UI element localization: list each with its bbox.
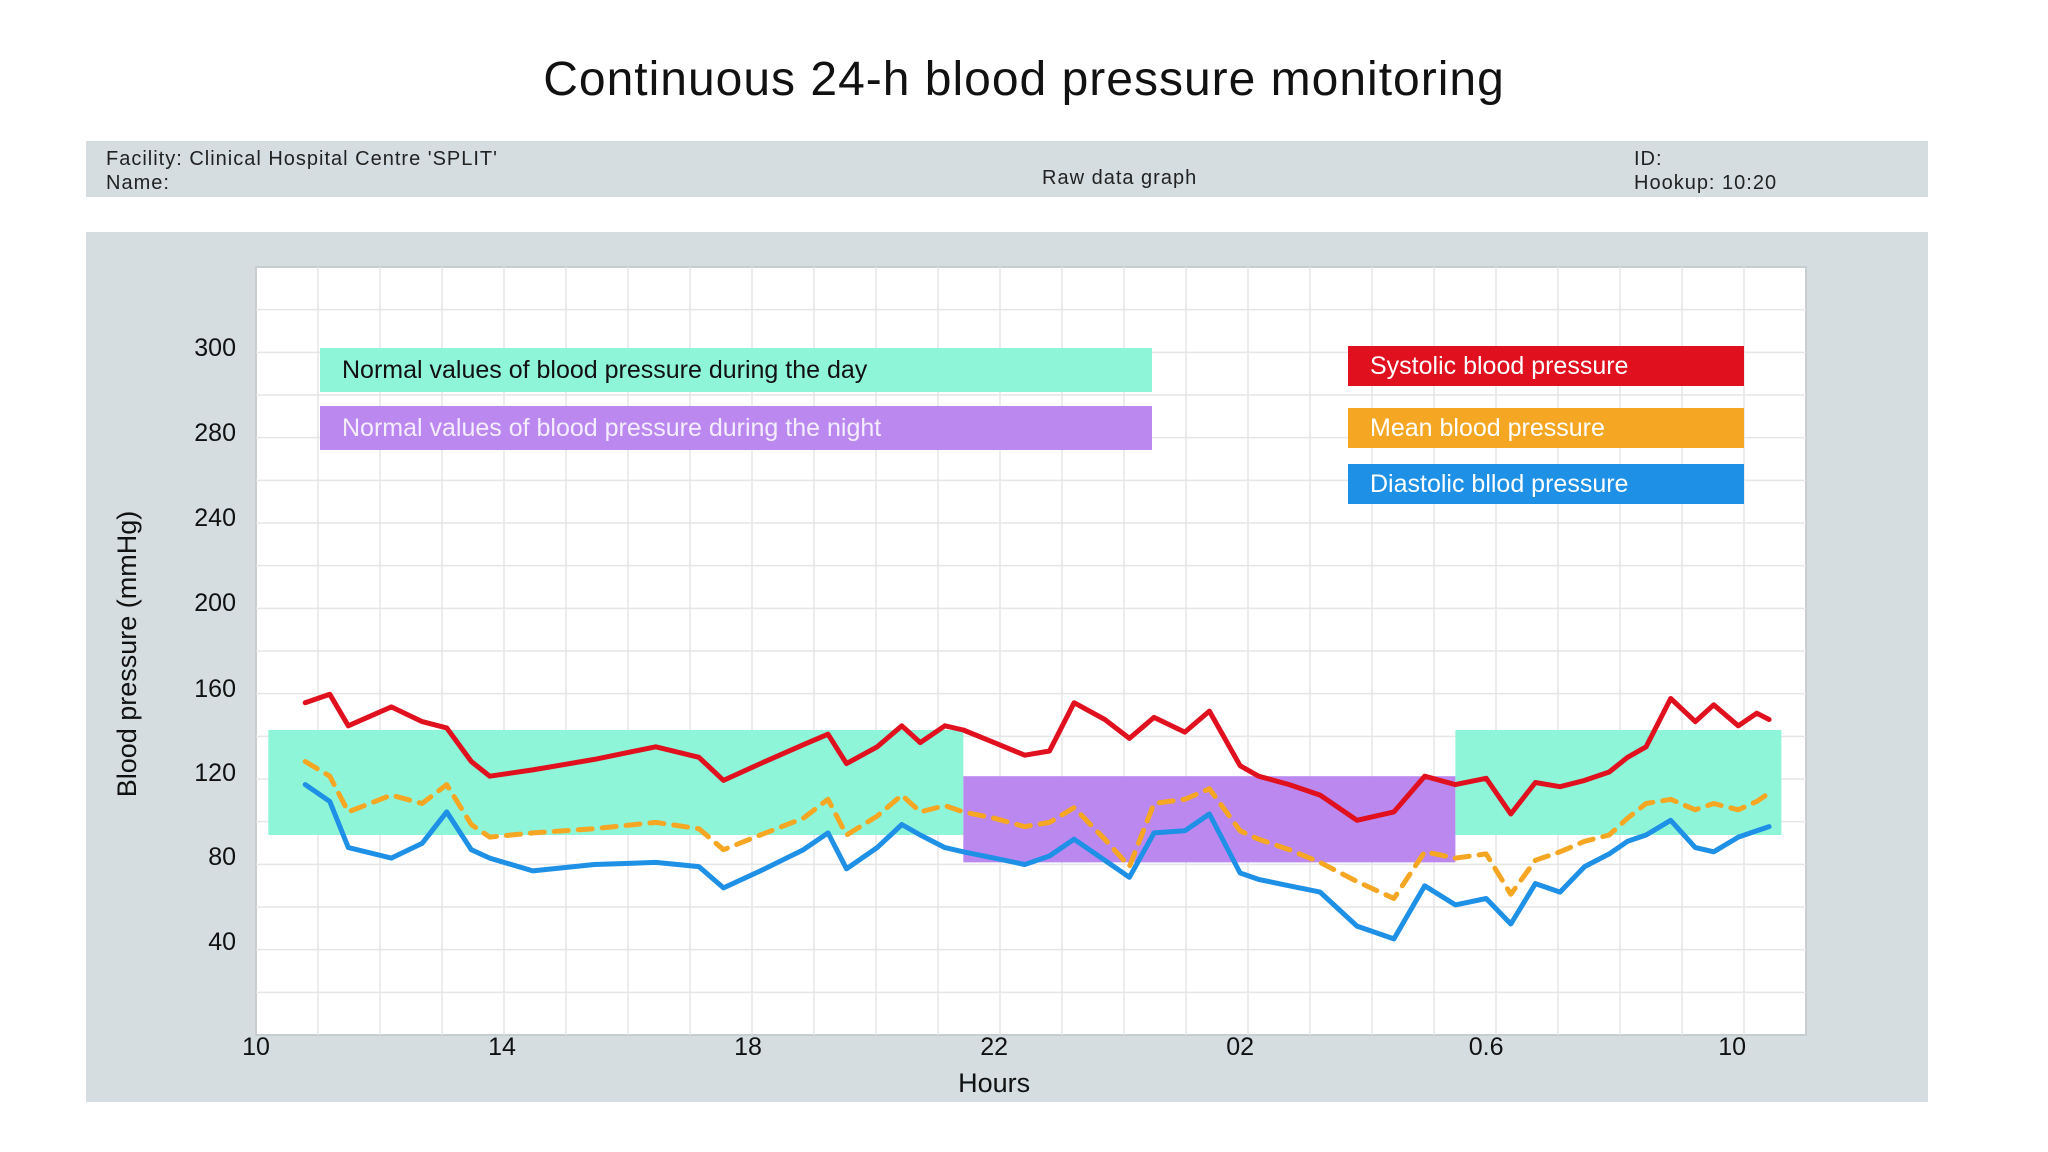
y-tick-label: 80 xyxy=(208,843,236,871)
y-tick-label: 300 xyxy=(194,334,236,362)
x-axis-title: Hours xyxy=(958,1068,1030,1098)
day-normal-band-2 xyxy=(1455,730,1782,835)
x-tick-label: 10 xyxy=(1718,1033,1746,1061)
day-normal-band-0 xyxy=(268,730,964,835)
legend-diastolic: Diastolic bllod pressure xyxy=(1348,464,1744,504)
patient-name-label: Name: xyxy=(106,172,170,194)
y-tick-label: 120 xyxy=(194,759,236,787)
x-tick-label: 0.6 xyxy=(1469,1033,1504,1061)
facility-label: Facility: Clinical Hospital Centre 'SPLI… xyxy=(106,148,498,170)
graph-type-label: Raw data graph xyxy=(1042,167,1198,189)
blood-pressure-chart: 300 280 240 200 160 120 80 40 10 14 18 22 02 0.6 10 Hou… xyxy=(112,266,1807,1098)
systolic-line xyxy=(302,691,1772,823)
hookup-time-label: Hookup: 10:20 xyxy=(1634,172,1778,194)
x-tick-label: 22 xyxy=(980,1033,1008,1061)
x-tick-label: 10 xyxy=(242,1033,270,1061)
x-tick-label: 02 xyxy=(1226,1033,1254,1061)
patient-id-label: ID: xyxy=(1634,148,1663,170)
legend-day-range: Normal values of blood pressure during t… xyxy=(320,348,1152,392)
legend-mean: Mean blood pressure xyxy=(1348,408,1744,448)
chart-panel: 300 280 240 200 160 120 80 40 10 14 18 22 02 0.6 10 Hou… xyxy=(86,232,1928,1102)
legend-systolic: Systolic blood pressure xyxy=(1348,346,1744,386)
info-bar: Facility: Clinical Hospital Centre 'SPLI… xyxy=(86,141,1928,197)
legend-night-range: Normal values of blood pressure during t… xyxy=(320,406,1152,450)
page-title: Continuous 24-h blood pressure monitorin… xyxy=(543,53,1505,106)
y-tick-label: 40 xyxy=(208,928,236,956)
grid xyxy=(256,267,1806,1035)
diastolic-line xyxy=(302,782,1772,942)
x-tick-label: 18 xyxy=(734,1033,762,1061)
mean-line xyxy=(302,759,1772,901)
y-tick-label: 200 xyxy=(194,589,236,617)
y-axis-title: Blood pressure (mmHg) xyxy=(112,511,142,798)
x-tick-label: 14 xyxy=(488,1033,516,1061)
y-tick-label: 280 xyxy=(194,419,236,447)
y-tick-label: 240 xyxy=(194,504,236,532)
y-tick-label: 160 xyxy=(194,675,236,703)
